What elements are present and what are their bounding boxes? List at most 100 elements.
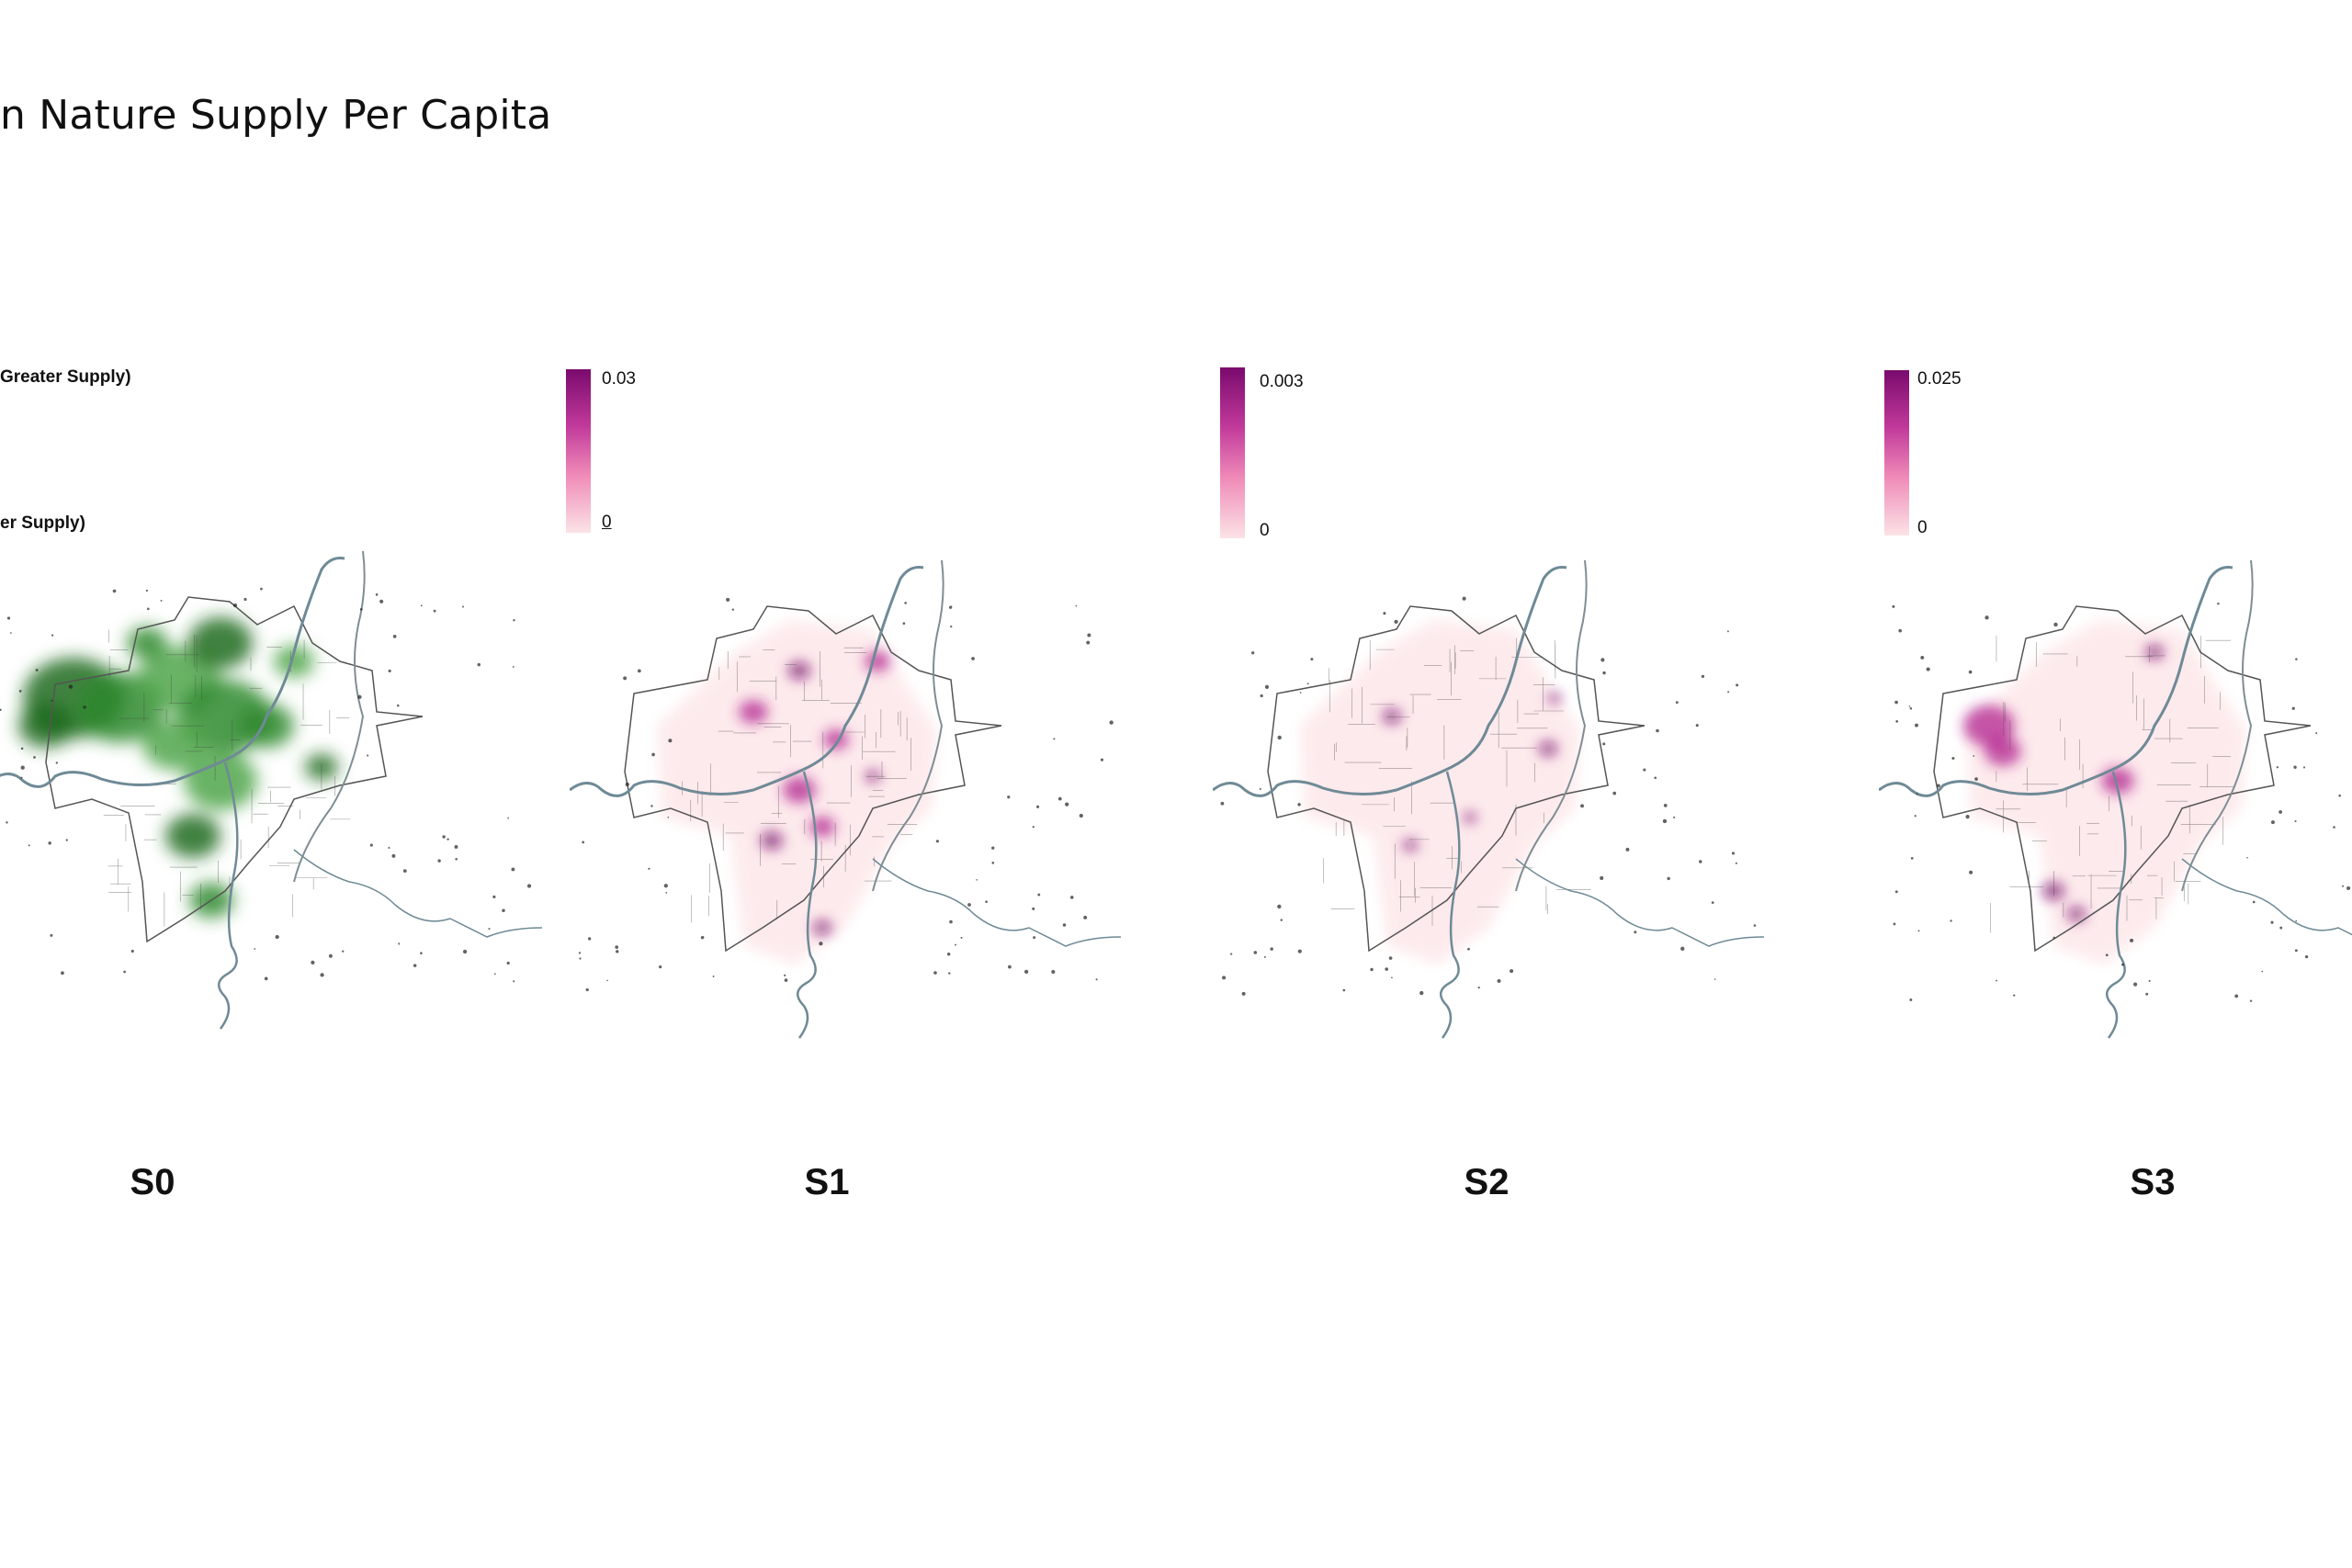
rural-dot xyxy=(1297,949,1302,953)
rural-dot xyxy=(243,597,247,602)
rural-dot xyxy=(130,949,134,953)
rural-dot xyxy=(1965,815,1970,819)
rural-dot xyxy=(2291,706,2295,710)
rural-dot xyxy=(160,600,163,602)
s0-legend-high-label: Greater Supply) xyxy=(0,367,131,387)
rural-dot xyxy=(784,978,788,982)
rural-dot xyxy=(1095,978,1098,981)
rural-dot xyxy=(254,948,256,950)
rural-dot xyxy=(1898,628,1903,633)
rural-dot xyxy=(991,846,995,850)
rural-dot xyxy=(1731,852,1736,855)
rural-dot xyxy=(1680,946,1685,952)
rural-dot xyxy=(1663,803,1668,807)
rural-dot xyxy=(65,839,68,841)
rural-dot xyxy=(1306,682,1309,685)
rural-dot xyxy=(68,684,74,689)
rural-dot xyxy=(663,884,668,888)
rural-dot xyxy=(659,965,662,969)
rural-dot xyxy=(1711,901,1714,905)
rural-dot xyxy=(342,950,345,953)
rural-dot xyxy=(28,844,30,847)
s3-colorbar-min: 0 xyxy=(1917,518,1928,537)
rural-dot xyxy=(985,900,988,904)
river-south xyxy=(2106,771,2127,1039)
rural-dot xyxy=(2294,949,2298,953)
rural-dot xyxy=(1370,967,1374,972)
rural-dot xyxy=(1895,720,1899,723)
rural-dot xyxy=(462,949,468,954)
rural-dot xyxy=(1916,793,1918,795)
river-east xyxy=(293,849,542,938)
rural-dot xyxy=(402,869,407,873)
rural-dot xyxy=(367,754,369,757)
s3-colorbar-max: 0.025 xyxy=(1917,369,1962,389)
map-hotspot xyxy=(2042,882,2064,900)
rural-dot xyxy=(2252,900,2256,904)
rural-dot xyxy=(1695,724,1699,728)
rural-dot xyxy=(933,971,937,975)
rural-dot xyxy=(606,979,608,982)
rural-dot xyxy=(1069,896,1074,899)
rural-dot xyxy=(55,761,58,764)
rural-dot xyxy=(1109,720,1114,725)
rural-dot xyxy=(2294,819,2297,823)
rural-dot xyxy=(946,953,951,956)
map-s0 xyxy=(0,533,542,1047)
rural-dot xyxy=(1914,815,1917,818)
rural-dot xyxy=(650,805,653,807)
rural-dot xyxy=(512,666,514,668)
s3-colorbar xyxy=(1884,370,1909,536)
rural-dot xyxy=(651,752,655,757)
rural-dot xyxy=(625,782,629,787)
rural-dot xyxy=(48,841,51,845)
scenario-label-s1: S1 xyxy=(804,1162,850,1202)
rural-dot xyxy=(2304,954,2309,959)
street-network xyxy=(103,629,351,927)
rural-dot xyxy=(2295,919,2298,922)
rural-dot xyxy=(2293,765,2297,769)
rural-dot xyxy=(1654,776,1657,780)
rural-dot xyxy=(51,634,54,637)
rural-dot xyxy=(359,608,363,611)
rural-dot xyxy=(20,747,24,750)
rural-dot xyxy=(1277,904,1282,909)
rural-dot xyxy=(1892,604,1895,608)
rural-dot xyxy=(147,607,150,611)
rural-dot xyxy=(1264,684,1270,689)
street-network xyxy=(1990,635,2233,933)
rural-dot xyxy=(6,616,11,620)
rural-dot xyxy=(1037,893,1041,897)
rural-dot xyxy=(648,867,650,870)
map-s2 xyxy=(1213,542,1764,1056)
map-hotspot xyxy=(761,831,783,850)
rural-dot xyxy=(637,669,641,673)
rural-dot xyxy=(971,657,975,660)
rural-dot xyxy=(1032,826,1035,829)
rural-dot xyxy=(392,634,397,638)
map-hotspot xyxy=(1984,737,2021,766)
rural-dot xyxy=(2133,982,2138,987)
rural-dot xyxy=(2105,953,2109,957)
rural-dot xyxy=(1736,683,1739,687)
rural-dot xyxy=(488,928,491,931)
rural-dot xyxy=(1280,919,1283,921)
map-hotspot xyxy=(2101,767,2134,795)
rural-dot xyxy=(320,973,324,977)
rural-dot xyxy=(1968,670,1973,674)
river-east xyxy=(2181,858,2352,936)
rural-dot xyxy=(1222,976,1227,980)
rural-dot xyxy=(1310,658,1314,661)
rural-dot xyxy=(616,950,619,953)
map-hotspots xyxy=(1963,645,2164,921)
rural-dot xyxy=(1342,988,1346,992)
rural-dot xyxy=(2013,994,2016,997)
rural-dot xyxy=(1643,768,1646,772)
map-hotspot xyxy=(1539,741,1557,756)
rural-dot xyxy=(388,669,391,673)
map-svg-s3 xyxy=(1879,559,2352,1039)
rural-dot xyxy=(2270,920,2274,924)
map-hotspots xyxy=(1383,693,1561,852)
rural-dot xyxy=(2130,938,2134,942)
map-hotspot xyxy=(1464,812,1476,823)
